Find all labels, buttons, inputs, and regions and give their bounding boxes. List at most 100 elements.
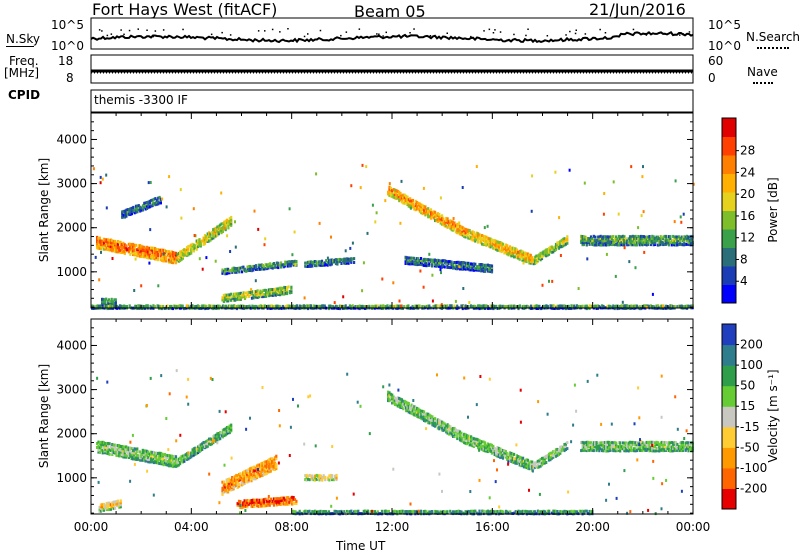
echo-cell bbox=[496, 454, 499, 458]
echo-cell bbox=[254, 475, 257, 479]
echo-cell bbox=[427, 213, 430, 217]
echo-cell bbox=[101, 448, 104, 452]
echo-cell bbox=[194, 452, 197, 456]
echo-cell bbox=[490, 268, 494, 272]
echo-cell bbox=[268, 470, 271, 474]
echo-cell bbox=[400, 196, 403, 200]
echo-cell bbox=[224, 272, 227, 276]
echo-cell bbox=[446, 304, 449, 308]
echo-cell bbox=[472, 437, 475, 441]
echo-cell bbox=[456, 228, 459, 232]
echo-cell bbox=[663, 234, 666, 238]
noise-search-point bbox=[429, 35, 432, 37]
echo-cell bbox=[409, 201, 412, 205]
echo-cell bbox=[423, 415, 426, 418]
echo-cell bbox=[101, 304, 104, 308]
echo-cell bbox=[268, 462, 271, 466]
echo-cell bbox=[156, 254, 160, 257]
echo-cell bbox=[402, 407, 405, 411]
echo-cell bbox=[145, 455, 148, 459]
echo-cell bbox=[389, 192, 392, 196]
echo-cell bbox=[156, 258, 160, 262]
echo-cell bbox=[403, 406, 406, 410]
echo-cell bbox=[120, 304, 123, 308]
echo-cell bbox=[216, 438, 219, 442]
echo-cell bbox=[436, 212, 439, 216]
echo-cell bbox=[665, 236, 668, 240]
echo-cell bbox=[587, 440, 590, 444]
echo-cell bbox=[155, 461, 158, 465]
echo-cell bbox=[285, 262, 288, 266]
echo-cell bbox=[253, 266, 256, 270]
echo-cell bbox=[276, 304, 279, 308]
echo-cell bbox=[660, 237, 664, 241]
echo-cell bbox=[683, 241, 686, 245]
echo-cell bbox=[150, 458, 153, 462]
echo-cell bbox=[493, 243, 496, 247]
echo-cell bbox=[107, 442, 110, 445]
echo-cell bbox=[269, 461, 272, 465]
echo-cell bbox=[427, 210, 430, 214]
echo-cell bbox=[177, 463, 180, 467]
echo-cell bbox=[150, 248, 153, 252]
echo-cell bbox=[222, 269, 225, 273]
echo-cell bbox=[662, 443, 665, 446]
echo-cell bbox=[634, 239, 637, 243]
echo-cell bbox=[289, 500, 292, 504]
echo-cell bbox=[322, 261, 325, 265]
echo-cell bbox=[467, 434, 470, 438]
noise-search-point bbox=[584, 33, 587, 35]
echo-cell bbox=[434, 417, 437, 421]
echo-cell bbox=[660, 446, 664, 450]
echo-cell bbox=[236, 481, 239, 485]
echo-cell bbox=[98, 246, 101, 250]
echo-cell bbox=[535, 258, 538, 262]
echo-cell bbox=[210, 231, 213, 235]
echo-cell bbox=[399, 511, 402, 515]
echo-cell bbox=[257, 471, 260, 475]
echo-cell bbox=[224, 433, 227, 437]
echo-cell bbox=[231, 270, 234, 274]
echo-cell bbox=[203, 444, 207, 448]
echo-cell bbox=[436, 424, 439, 427]
echo-cell bbox=[105, 246, 108, 250]
echo-cell bbox=[116, 240, 119, 243]
echo-cell bbox=[582, 235, 586, 239]
echo-cell bbox=[627, 444, 630, 448]
echo-cell bbox=[609, 441, 612, 445]
echo-cell bbox=[298, 304, 301, 308]
nave-label: Nave bbox=[747, 65, 778, 79]
echo-cell bbox=[119, 448, 122, 452]
echo-cell bbox=[472, 231, 475, 235]
echo-cell bbox=[150, 452, 153, 456]
echo-cell bbox=[144, 201, 147, 205]
echo-cell bbox=[152, 452, 155, 456]
echo-cell bbox=[239, 293, 242, 297]
echo-cell bbox=[481, 304, 484, 308]
echo-cell bbox=[254, 468, 257, 472]
echo-cell bbox=[225, 490, 228, 494]
echo-cell bbox=[228, 424, 231, 428]
echo-cell bbox=[441, 220, 444, 224]
echo-cell bbox=[410, 258, 413, 262]
echo-cell bbox=[680, 304, 683, 308]
echo-cell bbox=[344, 262, 347, 265]
echo-cell bbox=[552, 450, 555, 454]
scatter-echo bbox=[621, 300, 624, 304]
echo-cell bbox=[116, 502, 120, 506]
echo-cell bbox=[123, 247, 126, 251]
echo-cell bbox=[489, 237, 492, 241]
echo-cell bbox=[143, 203, 146, 207]
echo-cell bbox=[518, 249, 521, 253]
echo-cell bbox=[584, 235, 587, 239]
echo-cell bbox=[228, 428, 231, 432]
echo-cell bbox=[163, 259, 166, 263]
echo-cell bbox=[156, 454, 160, 457]
echo-cell bbox=[146, 204, 149, 208]
echo-cell bbox=[433, 260, 436, 264]
echo-cell bbox=[163, 454, 166, 458]
scatter-echo bbox=[623, 246, 626, 250]
echo-cell bbox=[418, 416, 421, 419]
echo-cell bbox=[190, 249, 193, 253]
echo-cell bbox=[656, 441, 659, 445]
